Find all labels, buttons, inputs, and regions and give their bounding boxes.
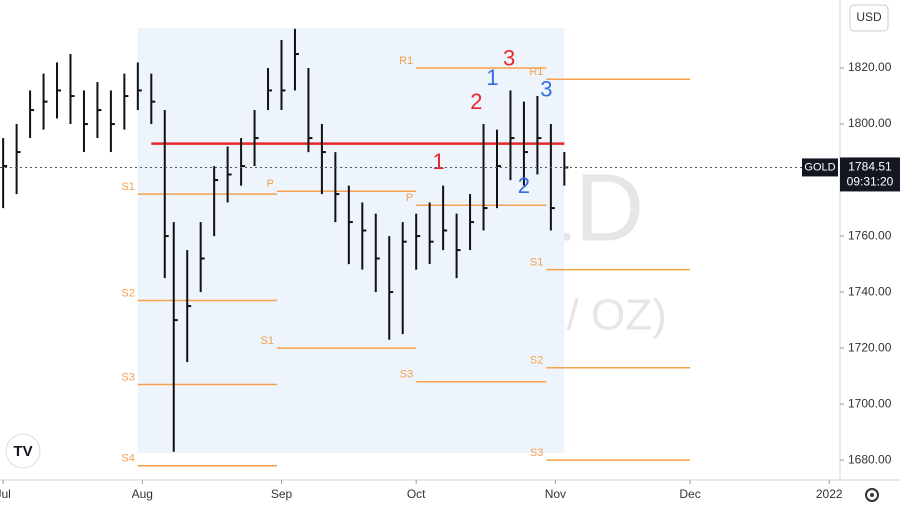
pivot-label: S3 bbox=[530, 447, 543, 459]
wave-label: 3 bbox=[503, 45, 515, 70]
currency-label[interactable]: USD bbox=[856, 10, 882, 24]
pivot-label: P bbox=[267, 178, 274, 190]
settings-icon[interactable] bbox=[865, 488, 879, 502]
wave-label: 2 bbox=[470, 89, 482, 114]
x-tick-label: Nov bbox=[545, 487, 566, 501]
pivot-label: S1 bbox=[530, 257, 543, 269]
wave-label: 1 bbox=[433, 149, 445, 174]
profile-region bbox=[137, 28, 565, 453]
symbol-label: GOLD bbox=[804, 161, 835, 173]
wave-label: 2 bbox=[518, 173, 530, 198]
y-tick-label: 1740.00 bbox=[848, 284, 892, 298]
x-tick-label: Oct bbox=[407, 487, 426, 501]
pivot-label: S1 bbox=[261, 335, 274, 347]
countdown-label: 09:31:20 bbox=[847, 175, 894, 189]
y-tick-label: 1720.00 bbox=[848, 340, 892, 354]
pivot-label: S1 bbox=[121, 181, 134, 193]
logo: TV bbox=[5, 433, 41, 469]
pivot-label: P bbox=[406, 192, 413, 204]
x-tick-label: Aug bbox=[132, 487, 153, 501]
y-tick-label: 1820.00 bbox=[848, 60, 892, 74]
pivot-label: S2 bbox=[530, 355, 543, 367]
pivot-label: S4 bbox=[121, 453, 134, 465]
symbol-tag bbox=[802, 158, 838, 177]
y-tick-label: 1800.00 bbox=[848, 116, 892, 130]
svg-text:TV: TV bbox=[13, 443, 32, 460]
y-tick-label: 1700.00 bbox=[848, 396, 892, 410]
pivot-label: S2 bbox=[121, 287, 134, 299]
y-tick-label: 1760.00 bbox=[848, 228, 892, 242]
x-tick-label: 2022 bbox=[816, 487, 843, 501]
price-label: 1784.51 bbox=[848, 160, 892, 174]
x-tick-label: Jul bbox=[0, 487, 11, 501]
currency-button[interactable] bbox=[849, 4, 889, 32]
wave-label: 1 bbox=[486, 65, 498, 90]
wave-label: 3 bbox=[540, 76, 552, 101]
pivot-label: R1 bbox=[529, 66, 543, 78]
pivot-label: R1 bbox=[399, 55, 413, 67]
y-tick-label: 1680.00 bbox=[848, 452, 892, 466]
x-tick-label: Sep bbox=[271, 487, 293, 501]
pivot-label: S3 bbox=[400, 369, 413, 381]
price-tag bbox=[840, 157, 900, 192]
x-tick-label: Dec bbox=[679, 487, 700, 501]
pivot-label: S3 bbox=[121, 371, 134, 383]
